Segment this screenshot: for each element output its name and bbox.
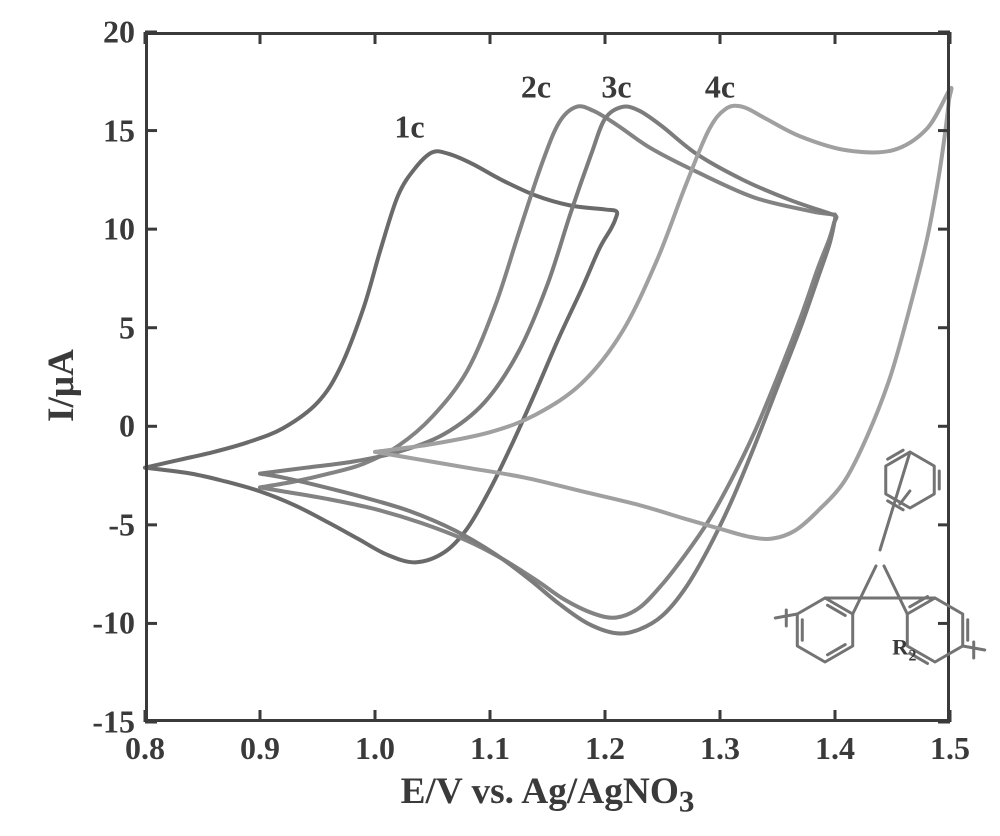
series-label-2c: 2c (521, 69, 551, 106)
cv-figure: R1 R2 R2 N E/V vs. Ag/AgNO3 I/μA 0.80.91… (0, 0, 1000, 836)
chemical-structure (735, 430, 980, 690)
x-axis-label: E/V vs. Ag/AgNO3 (401, 770, 695, 819)
series-label-1c: 1c (394, 108, 424, 145)
y-axis-label: I/μA (40, 349, 83, 422)
chem-label-r2-left: R2 (892, 635, 916, 666)
y-tick-label: 10 (103, 211, 135, 248)
y-tick-label: 0 (119, 408, 135, 445)
y-tick-label: -5 (108, 506, 135, 543)
series-label-3c: 3c (601, 69, 631, 106)
x-tick-label: 1.5 (930, 730, 970, 767)
y-tick-label: 15 (103, 112, 135, 149)
x-tick-label: 1.2 (585, 730, 625, 767)
y-tick-label: 5 (119, 309, 135, 346)
x-tick-label: 1.0 (355, 730, 395, 767)
plot-area: R1 R2 R2 N (145, 32, 950, 722)
y-tick-label: -15 (92, 704, 135, 741)
x-tick-label: 1.3 (700, 730, 740, 767)
y-tick-label: -10 (92, 605, 135, 642)
series-label-4c: 4c (705, 69, 735, 106)
x-tick-label: 0.9 (240, 730, 280, 767)
y-tick-label: 20 (103, 14, 135, 51)
x-tick-label: 1.1 (470, 730, 510, 767)
x-tick-label: 1.4 (815, 730, 855, 767)
